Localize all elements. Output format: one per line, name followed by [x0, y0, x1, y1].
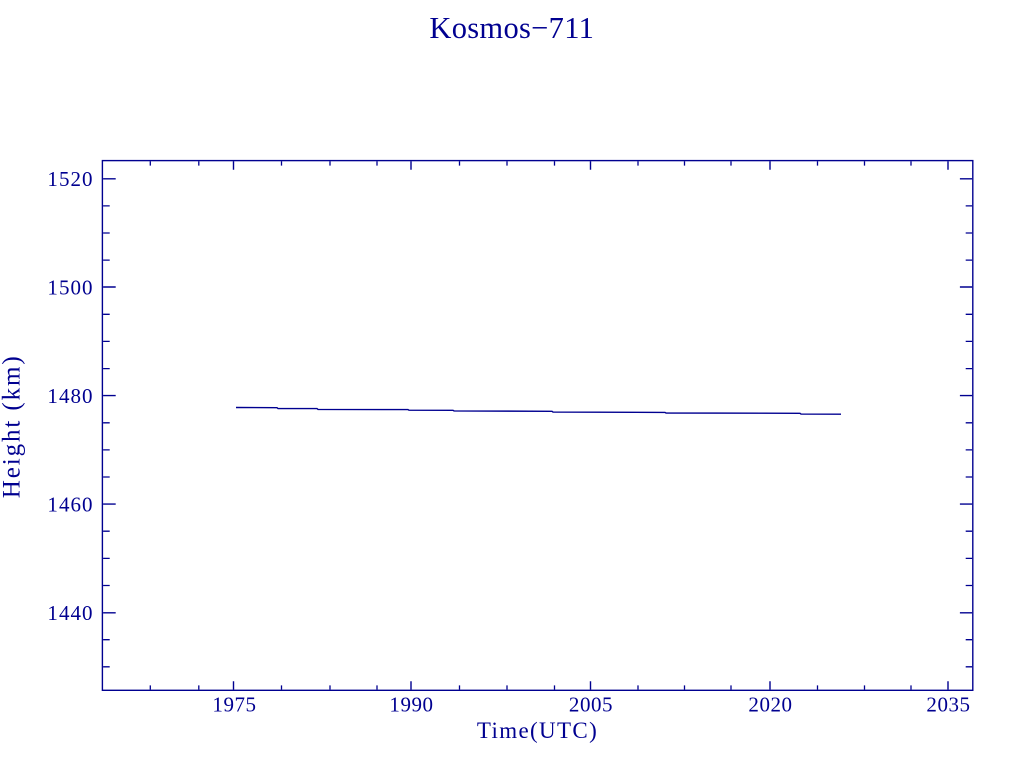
- svg-text:1520: 1520: [47, 167, 93, 191]
- svg-text:1990: 1990: [389, 693, 433, 717]
- svg-text:Kosmos−711: Kosmos−711: [429, 11, 594, 45]
- svg-text:1975: 1975: [212, 693, 256, 717]
- svg-text:1440: 1440: [47, 601, 93, 625]
- svg-text:1480: 1480: [47, 384, 93, 408]
- svg-text:Time(UTC): Time(UTC): [477, 718, 598, 743]
- svg-text:1500: 1500: [47, 275, 93, 299]
- svg-text:1460: 1460: [47, 493, 93, 517]
- svg-text:2020: 2020: [748, 693, 792, 717]
- svg-text:2035: 2035: [926, 693, 970, 717]
- svg-text:Height (km): Height (km): [0, 354, 26, 498]
- svg-text:2005: 2005: [569, 693, 613, 717]
